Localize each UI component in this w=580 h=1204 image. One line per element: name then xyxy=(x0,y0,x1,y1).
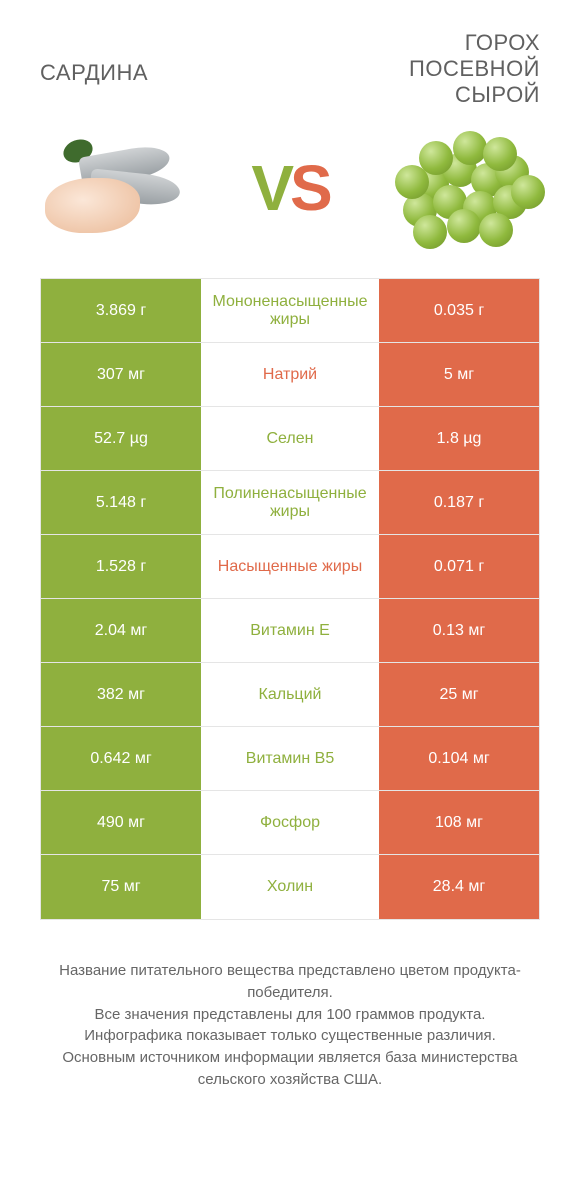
right-value: 0.13 мг xyxy=(379,599,539,662)
right-value: 25 мг xyxy=(379,663,539,726)
nutrient-table: 3.869 гМононенасыщенные жиры0.035 г307 м… xyxy=(40,278,540,920)
footer-notes: Название питательного вещества представл… xyxy=(0,920,580,1091)
table-row: 382 мгКальций25 мг xyxy=(41,663,539,727)
right-value: 0.035 г xyxy=(379,279,539,342)
right-value: 108 мг xyxy=(379,791,539,854)
vs-row: VS xyxy=(0,118,580,278)
right-value: 5 мг xyxy=(379,343,539,406)
right-value: 28.4 мг xyxy=(379,855,539,919)
table-row: 1.528 гНасыщенные жиры0.071 г xyxy=(41,535,539,599)
table-row: 75 мгХолин28.4 мг xyxy=(41,855,539,919)
right-value: 1.8 µg xyxy=(379,407,539,470)
nutrient-label: Витамин E xyxy=(201,599,379,662)
table-row: 3.869 гМононенасыщенные жиры0.035 г xyxy=(41,279,539,343)
vs-s: S xyxy=(290,152,329,224)
nutrient-label: Селен xyxy=(201,407,379,470)
right-food-title: Горох посевной сырой xyxy=(340,30,540,108)
table-row: 2.04 мгВитамин E0.13 мг xyxy=(41,599,539,663)
left-value: 2.04 мг xyxy=(41,599,201,662)
footer-line: Инфографика показывает только существенн… xyxy=(30,1025,550,1047)
left-value: 3.869 г xyxy=(41,279,201,342)
left-value: 5.148 г xyxy=(41,471,201,534)
left-value: 490 мг xyxy=(41,791,201,854)
nutrient-label: Насыщенные жиры xyxy=(201,535,379,598)
nutrient-label: Кальций xyxy=(201,663,379,726)
right-value: 0.187 г xyxy=(379,471,539,534)
vs-label: VS xyxy=(251,151,328,225)
left-value: 307 мг xyxy=(41,343,201,406)
header: Сардина Горох посевной сырой xyxy=(0,0,580,118)
footer-line: Все значения представлены для 100 граммо… xyxy=(30,1004,550,1026)
table-row: 307 мгНатрий5 мг xyxy=(41,343,539,407)
left-value: 0.642 мг xyxy=(41,727,201,790)
nutrient-label: Натрий xyxy=(201,343,379,406)
left-value: 75 мг xyxy=(41,855,201,919)
table-row: 5.148 гПолиненасыщенные жиры0.187 г xyxy=(41,471,539,535)
table-row: 490 мгФосфор108 мг xyxy=(41,791,539,855)
right-value: 0.104 мг xyxy=(379,727,539,790)
table-row: 52.7 µgСелен1.8 µg xyxy=(41,407,539,471)
nutrient-label: Мононенасыщенные жиры xyxy=(201,279,379,342)
left-value: 1.528 г xyxy=(41,535,201,598)
left-value: 52.7 µg xyxy=(41,407,201,470)
right-value: 0.071 г xyxy=(379,535,539,598)
vs-v: V xyxy=(251,152,290,224)
nutrient-label: Витамин B5 xyxy=(201,727,379,790)
peas-image xyxy=(390,128,540,248)
table-row: 0.642 мгВитамин B50.104 мг xyxy=(41,727,539,791)
footer-line: Основным источником информации является … xyxy=(30,1047,550,1091)
left-food-title: Сардина xyxy=(40,30,240,108)
nutrient-label: Полиненасыщенные жиры xyxy=(201,471,379,534)
footer-line: Название питательного вещества представл… xyxy=(30,960,550,1004)
left-value: 382 мг xyxy=(41,663,201,726)
sardine-image xyxy=(40,128,190,248)
nutrient-label: Холин xyxy=(201,855,379,919)
nutrient-label: Фосфор xyxy=(201,791,379,854)
